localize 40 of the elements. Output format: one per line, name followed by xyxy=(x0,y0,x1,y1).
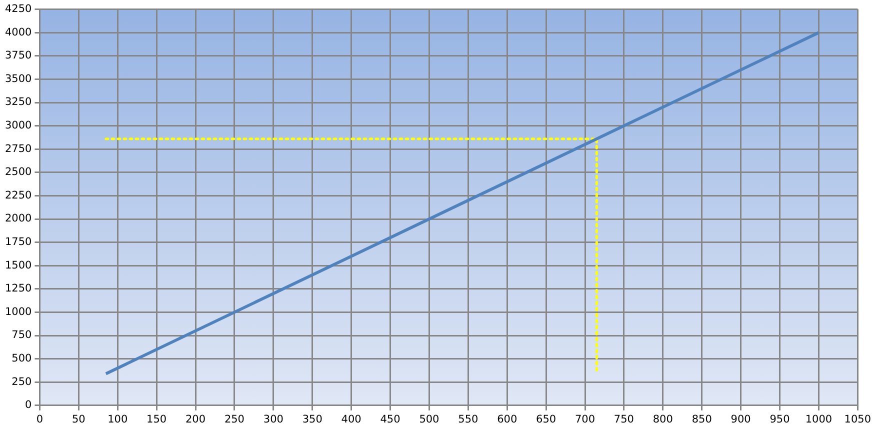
x-tick-label: 200 xyxy=(185,413,206,426)
x-tick-label: 150 xyxy=(146,413,167,426)
x-tick-label: 600 xyxy=(497,413,518,426)
x-tick-label: 350 xyxy=(302,413,322,426)
x-tick-label: 0 xyxy=(36,413,44,426)
x-tick-label: 100 xyxy=(108,413,128,426)
x-tick-label: 1000 xyxy=(805,413,832,426)
x-tick-label: 450 xyxy=(380,413,400,426)
y-tick-label: 250 xyxy=(12,376,32,388)
y-tick-label: 4000 xyxy=(4,26,32,38)
y-tick-label: 500 xyxy=(12,352,32,365)
y-tick-label: 2000 xyxy=(4,212,32,225)
x-tick-label: 1050 xyxy=(844,413,872,426)
y-tick-label: 1250 xyxy=(4,282,32,295)
y-tick-label: 2250 xyxy=(4,189,32,202)
y-tick-label: 4250 xyxy=(4,3,32,16)
y-tick-label: 1000 xyxy=(4,306,32,318)
x-tick-label: 550 xyxy=(458,413,478,426)
x-tick-label: 300 xyxy=(263,413,284,426)
x-tick-label: 400 xyxy=(341,413,362,426)
y-tick-label: 3250 xyxy=(4,96,32,108)
x-tick-label: 750 xyxy=(614,413,634,426)
y-tick-label: 750 xyxy=(12,329,32,342)
x-tick-label: 800 xyxy=(652,413,673,426)
x-tick-label: 850 xyxy=(692,413,712,426)
x-tick-label: 950 xyxy=(770,413,790,426)
y-tick-label: 0 xyxy=(25,399,32,412)
y-tick-label: 3500 xyxy=(4,72,32,85)
x-tick-label: 50 xyxy=(72,413,86,426)
y-tick-label: 2500 xyxy=(4,166,32,178)
x-tick-label: 700 xyxy=(574,413,596,426)
x-tick-label: 900 xyxy=(730,413,751,426)
y-tick-label: 2750 xyxy=(4,142,32,155)
y-tick-label: 1750 xyxy=(4,236,32,248)
y-tick-label: 3000 xyxy=(4,120,32,132)
y-tick-label: 3750 xyxy=(4,50,32,62)
x-tick-label: 250 xyxy=(224,413,244,426)
x-tick-label: 500 xyxy=(419,413,440,426)
x-tick-label: 650 xyxy=(536,413,556,426)
y-tick-label: 1500 xyxy=(4,259,32,272)
